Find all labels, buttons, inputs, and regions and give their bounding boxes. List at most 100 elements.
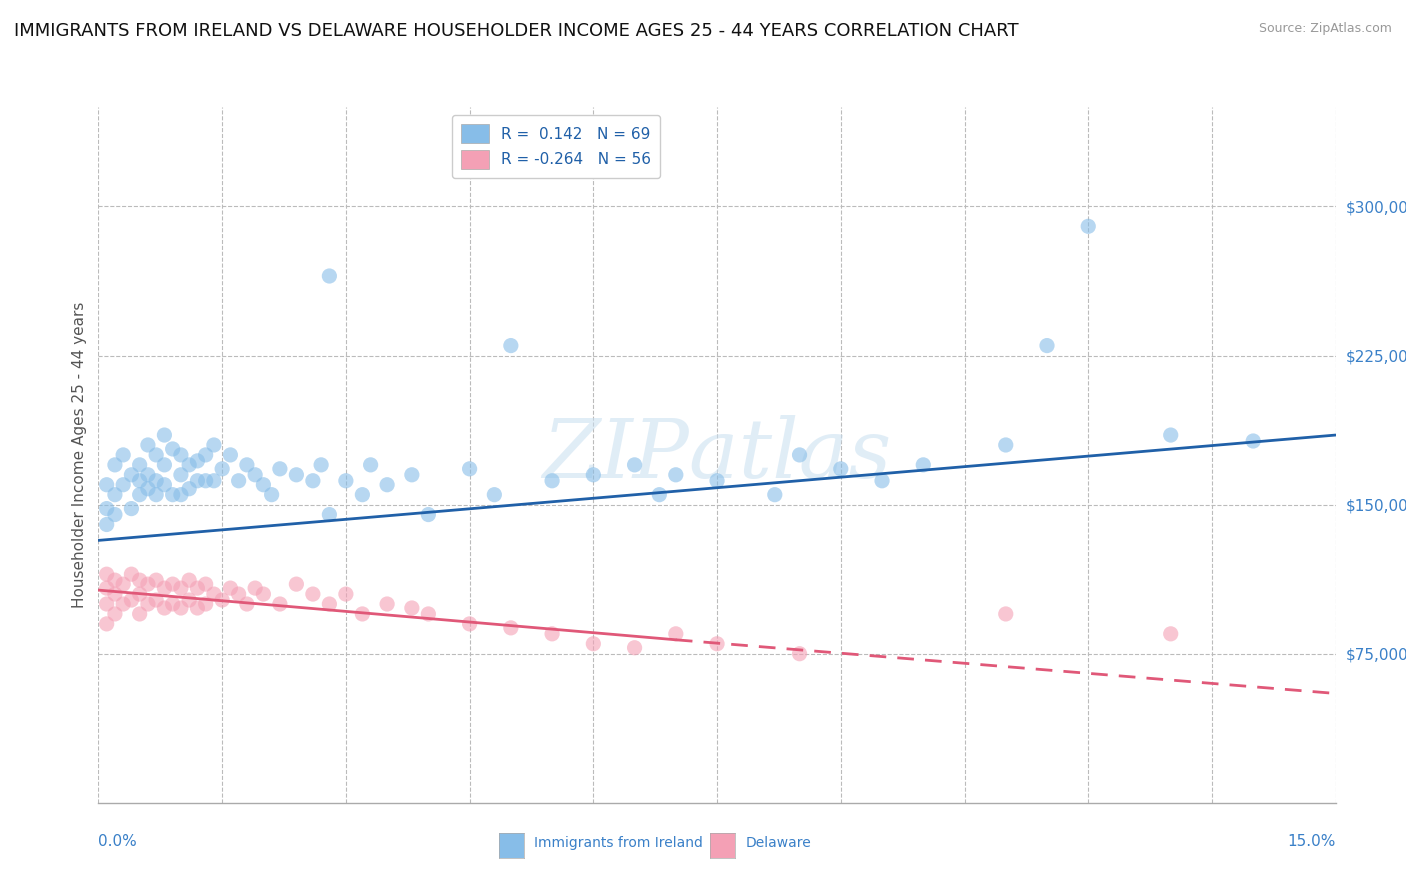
Point (335, 587, 357, 601)
Point (170, 488, 193, 502)
Point (179, 482, 201, 496)
Point (145, 448, 167, 462)
Point (96, 477, 118, 491)
Point (706, 474, 728, 488)
Point (499, 338, 522, 352)
Point (1077, 219, 1099, 234)
Point (136, 467, 159, 482)
Point (153, 601, 176, 615)
Point (128, 607, 150, 621)
Point (352, 488, 374, 502)
Point (179, 593, 201, 607)
Point (170, 581, 193, 595)
Point (211, 593, 233, 607)
Point (104, 508, 127, 522)
Point (665, 627, 688, 641)
Point (401, 601, 423, 615)
Text: Delaware: Delaware (745, 836, 811, 850)
Point (162, 488, 184, 502)
Point (623, 640, 645, 655)
Point (179, 458, 201, 472)
Point (830, 462, 852, 476)
Point (145, 593, 167, 607)
Point (318, 268, 340, 283)
Point (128, 458, 150, 472)
Point (763, 488, 786, 502)
Point (228, 474, 250, 488)
Point (623, 458, 645, 472)
Point (153, 458, 176, 472)
Text: Source: ZipAtlas.com: Source: ZipAtlas.com (1258, 22, 1392, 36)
Point (541, 627, 564, 641)
Point (96, 517, 118, 532)
Point (285, 577, 308, 591)
Point (128, 488, 150, 502)
Point (418, 607, 440, 621)
Point (120, 593, 142, 607)
Point (128, 587, 150, 601)
Point (228, 587, 250, 601)
Point (104, 587, 127, 601)
Point (375, 477, 398, 491)
Point (194, 474, 217, 488)
Point (219, 581, 242, 595)
Point (153, 477, 176, 491)
Point (194, 577, 217, 591)
Point (153, 581, 176, 595)
Point (128, 573, 150, 587)
Point (112, 477, 135, 491)
Point (104, 458, 127, 472)
Text: 0.0%: 0.0% (98, 834, 138, 849)
Point (186, 474, 208, 488)
Point (104, 573, 127, 587)
Point (243, 581, 266, 595)
Point (136, 438, 159, 452)
Point (269, 597, 291, 611)
Point (994, 607, 1017, 621)
Point (194, 448, 217, 462)
Point (236, 597, 259, 611)
Point (170, 467, 193, 482)
Point (128, 474, 150, 488)
Point (120, 467, 142, 482)
Point (994, 438, 1017, 452)
Point (335, 474, 357, 488)
Point (401, 467, 423, 482)
Point (318, 508, 340, 522)
Point (202, 438, 225, 452)
Point (375, 597, 398, 611)
Point (136, 577, 159, 591)
Point (912, 458, 935, 472)
Point (179, 573, 201, 587)
Point (136, 597, 159, 611)
Point (112, 597, 135, 611)
Point (162, 597, 184, 611)
Point (870, 474, 893, 488)
Point (318, 597, 340, 611)
Point (104, 607, 127, 621)
Point (112, 448, 135, 462)
Point (360, 458, 382, 472)
Point (309, 458, 332, 472)
Point (706, 637, 728, 651)
Point (162, 577, 184, 591)
Point (112, 577, 135, 591)
Point (145, 488, 167, 502)
Legend: R =  0.142   N = 69, R = -0.264   N = 56: R = 0.142 N = 69, R = -0.264 N = 56 (453, 115, 661, 178)
Point (458, 462, 481, 476)
Point (219, 448, 242, 462)
Point (96, 567, 118, 582)
Point (1036, 338, 1059, 352)
Point (1241, 434, 1264, 448)
Point (186, 601, 208, 615)
Point (458, 616, 481, 631)
Point (104, 488, 127, 502)
Point (120, 501, 142, 516)
Point (170, 601, 193, 615)
Point (202, 474, 225, 488)
Point (211, 462, 233, 476)
Point (96, 581, 118, 595)
Text: ZIP​atlas: ZIP​atlas (543, 415, 891, 495)
Point (582, 637, 605, 651)
Point (648, 488, 671, 502)
